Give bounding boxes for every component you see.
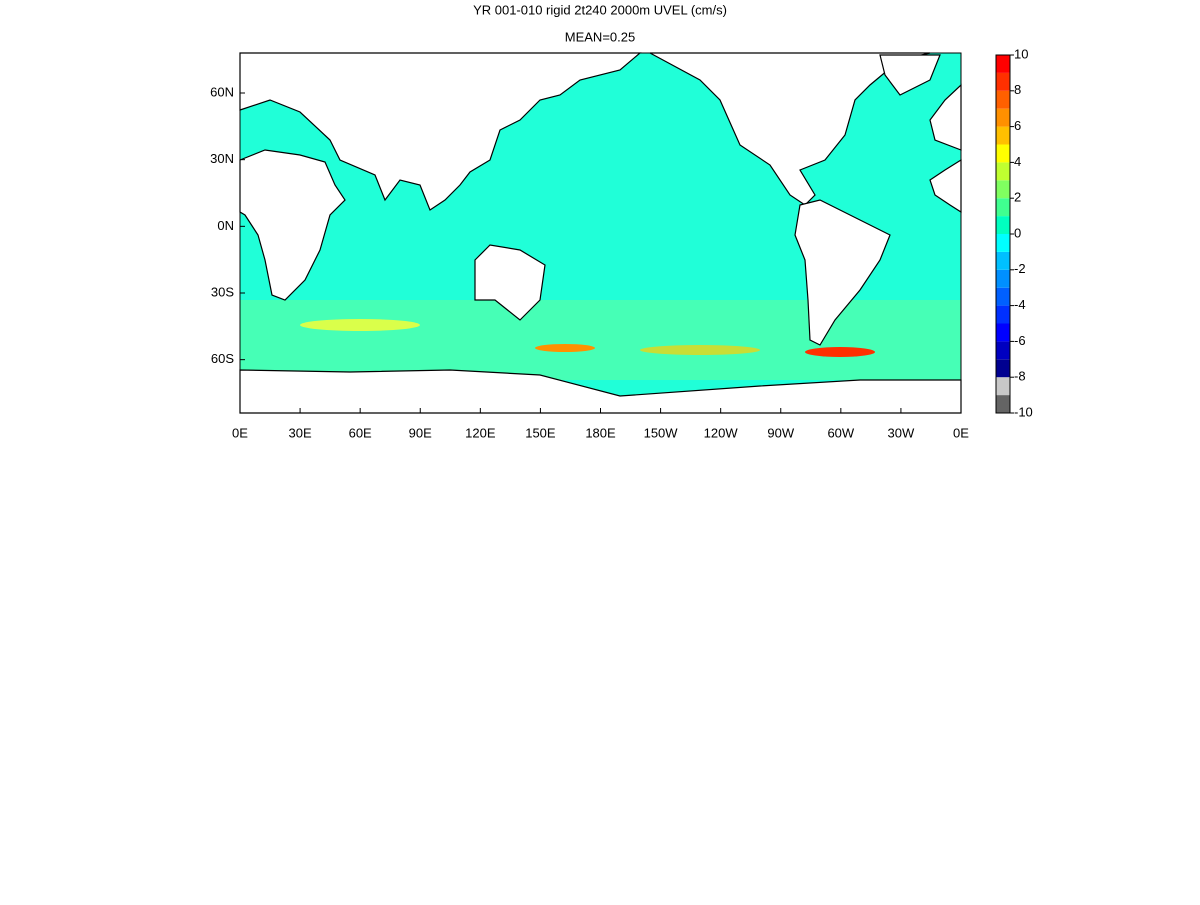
- y-tick-label: 30N: [210, 151, 234, 166]
- greenland: [879, 54, 941, 96]
- colorbar-swatch: [996, 90, 1010, 109]
- colorbar-tick-label: -8: [1014, 369, 1026, 384]
- streak: [535, 344, 595, 352]
- colorbar-swatch: [996, 341, 1010, 360]
- colorbar-swatch: [996, 323, 1010, 342]
- australia: [474, 244, 546, 321]
- colorbar-swatch: [996, 72, 1010, 91]
- x-tick-label: 60E: [349, 425, 372, 440]
- colorbar-tick-label: 10: [1014, 46, 1028, 61]
- colorbar-tick-label: 6: [1014, 118, 1021, 133]
- colorbar-swatch: [996, 287, 1010, 306]
- colorbar-swatch: [996, 216, 1010, 234]
- colorbar-swatch: [996, 198, 1010, 217]
- y-tick-label: 60S: [211, 351, 234, 366]
- colorbar-swatch: [996, 55, 1010, 73]
- y-tick-label: 60N: [210, 84, 234, 99]
- colorbar-swatch: [996, 305, 1010, 324]
- x-tick-label: 0E: [953, 425, 969, 440]
- y-tick-label: 0N: [217, 218, 234, 233]
- south-america: [794, 199, 891, 346]
- x-tick-label: 180E: [585, 425, 616, 440]
- colorbar-swatch: [996, 234, 1010, 252]
- colorbar-swatch: [996, 251, 1010, 270]
- subtitle: MEAN=0.25: [565, 29, 635, 44]
- colorbar-tick-label: 2: [1014, 190, 1021, 205]
- map-field: [239, 52, 962, 414]
- colorbar-tick-label: 8: [1014, 82, 1021, 97]
- colorbar-swatch: [996, 359, 1010, 378]
- colorbar-swatch: [996, 377, 1010, 396]
- colorbar-tick-label: 0: [1014, 225, 1021, 240]
- x-tick-label: 90E: [409, 425, 432, 440]
- colorbar-swatch: [996, 108, 1010, 127]
- eurasia: [239, 52, 642, 211]
- streak: [805, 347, 875, 357]
- southern-band: [240, 300, 961, 380]
- x-tick-label: 0E: [232, 425, 248, 440]
- title: YR 001-010 rigid 2t240 2000m UVEL (cm/s): [473, 2, 727, 17]
- colorbar-swatch: [996, 269, 1010, 288]
- x-tick-label: 30E: [289, 425, 312, 440]
- colorbar-tick-label: -4: [1014, 297, 1026, 312]
- x-tick-label: 150W: [644, 425, 679, 440]
- y-tick-label: 30S: [211, 284, 234, 299]
- colorbar-swatch: [996, 395, 1010, 413]
- streak: [300, 319, 420, 331]
- africa: [239, 149, 346, 301]
- colorbar-tick-label: -2: [1014, 261, 1026, 276]
- x-tick-label: 150E: [525, 425, 556, 440]
- x-tick-label: 60W: [827, 425, 854, 440]
- colorbar-swatch: [996, 126, 1010, 145]
- colorbar-tick-label: 4: [1014, 154, 1021, 169]
- x-tick-label: 90W: [767, 425, 794, 440]
- colorbar-swatch: [996, 162, 1010, 181]
- x-tick-label: 120W: [704, 425, 739, 440]
- colorbar-tick-label: -6: [1014, 333, 1026, 348]
- colorbar-tick-label: -10: [1014, 404, 1033, 419]
- streak: [640, 345, 760, 355]
- colorbar-swatch: [996, 144, 1010, 163]
- x-tick-label: 120E: [465, 425, 496, 440]
- colorbar-swatch: [996, 180, 1010, 199]
- x-tick-label: 30W: [888, 425, 915, 440]
